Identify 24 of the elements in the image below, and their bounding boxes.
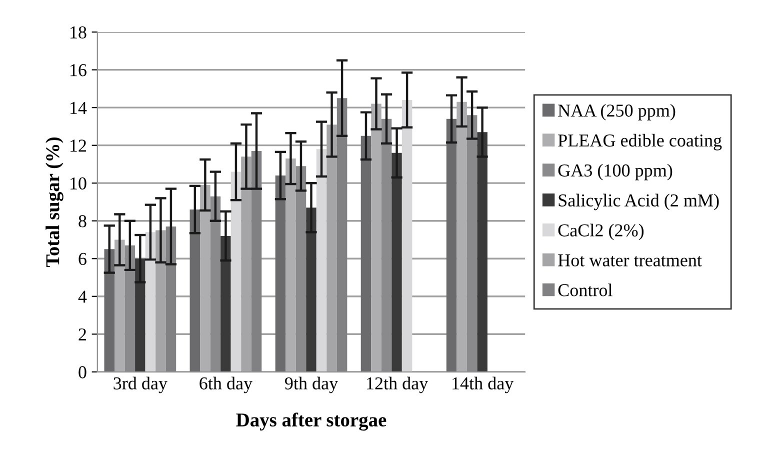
x-tick-label: 14th day	[452, 376, 514, 394]
x-tick-label: 9th day	[285, 376, 338, 394]
y-tick-label: 12	[70, 140, 86, 152]
x-tick-label: 6th day	[200, 376, 252, 394]
legend-label: Hot water treatment	[558, 254, 702, 266]
x-axis-title: Days after storgae	[236, 412, 386, 431]
y-tick-label: 16	[70, 64, 86, 76]
legend-label: Salicylic Acid (2 mM)	[558, 194, 719, 210]
y-tick-label: 18	[70, 26, 86, 38]
y-tick-label: 6	[78, 252, 86, 266]
legend-label: PLEAG edible coating	[558, 134, 722, 150]
legend-label: NAA (250 ppm)	[558, 104, 676, 120]
y-tick-label: 8	[78, 215, 86, 228]
legend-label: Control	[558, 284, 612, 296]
y-axis-title: Total sugar (%)	[46, 137, 64, 268]
y-tick-label: 10	[70, 177, 86, 190]
y-tick-label: 4	[78, 290, 87, 303]
x-tick-label: 12th day	[367, 376, 428, 394]
y-tick-label: 14	[70, 102, 87, 114]
legend-label: GA3 (100 ppm)	[558, 164, 672, 180]
legend-label: CaCl2 (2%)	[558, 224, 644, 240]
y-tick-label: 2	[78, 328, 86, 340]
y-tick-label: 0	[78, 366, 86, 378]
x-tick-label: 3rd day	[114, 376, 168, 394]
